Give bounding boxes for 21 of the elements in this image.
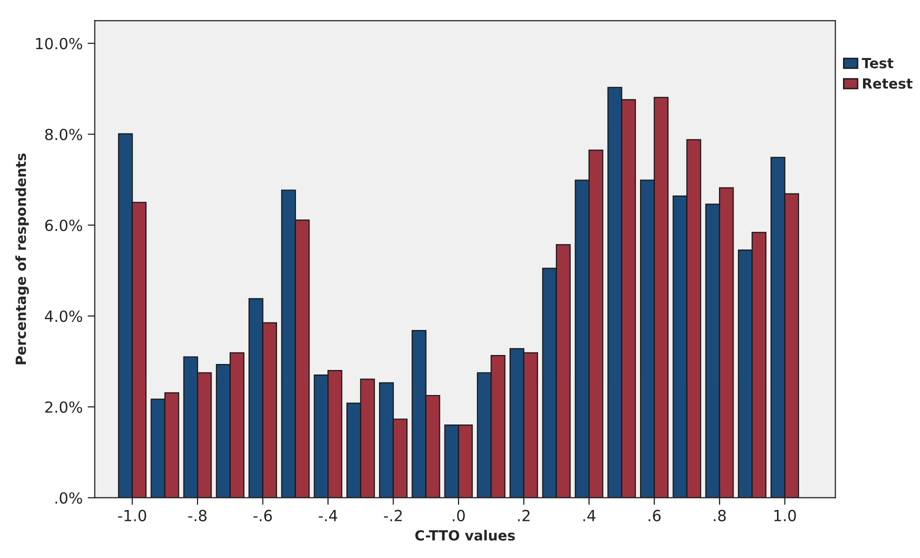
x-tick-label: .8 [714, 510, 726, 522]
x-tick-label: .0 [452, 510, 465, 522]
x-tick-label: .4 [583, 510, 596, 522]
x-tick-label: .2 [518, 510, 530, 522]
y-tick-label: .0% [55, 492, 82, 504]
legend-label: Retest [863, 78, 913, 89]
x-axis-title: C-TTO values [415, 530, 515, 541]
y-tick-label: 6.0% [45, 220, 82, 232]
x-tick-label: 1.0 [774, 510, 796, 522]
x-tick-label: -.6 [253, 510, 272, 522]
x-tick-label: -.4 [318, 510, 338, 522]
y-tick-label: 8.0% [45, 128, 82, 140]
y-tick-label: 10.0% [36, 38, 82, 50]
y-axis-title: Percentage of respondents [15, 154, 29, 364]
x-tick-label: -.8 [188, 510, 207, 522]
y-tick-label: 4.0% [44, 310, 82, 322]
x-tick-label: -1.0 [118, 510, 146, 522]
y-tick-label: 2.0% [45, 401, 82, 413]
legend-label: Test [862, 58, 894, 68]
x-tick-label: -.2 [384, 510, 402, 522]
x-tick-label: .6 [648, 510, 661, 522]
